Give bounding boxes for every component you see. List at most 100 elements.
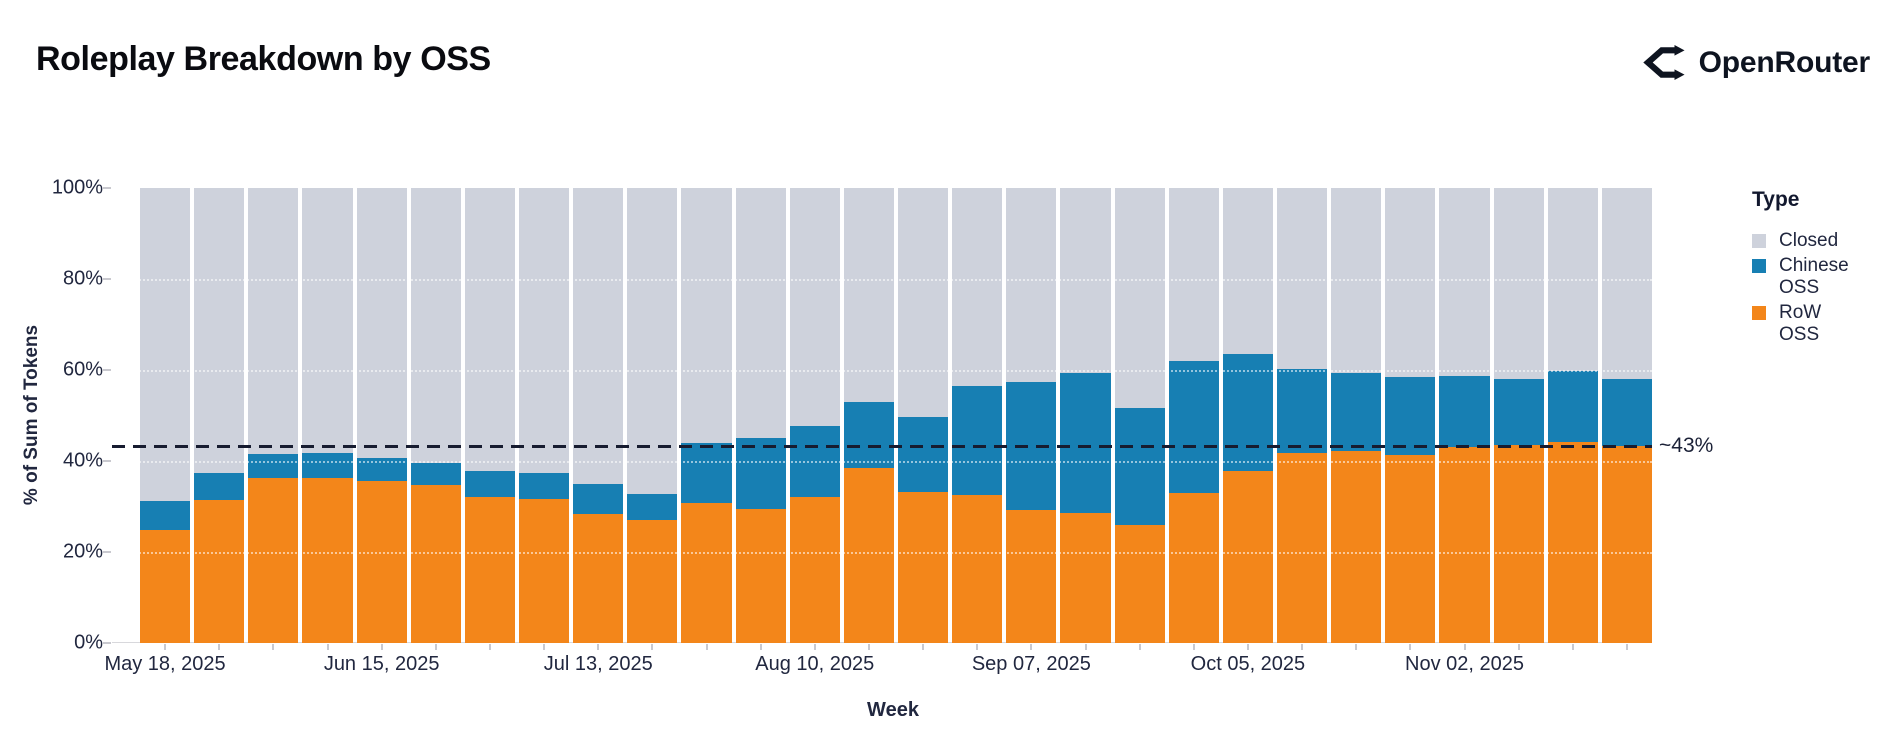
x-tick-label: Aug 10, 2025: [755, 653, 875, 675]
gridline: [112, 552, 1652, 554]
y-tick-mark: [103, 460, 111, 462]
bar-segment-closed: [735, 188, 786, 439]
x-tick-mark: [434, 644, 437, 650]
legend-item-closed: Closed: [1752, 230, 1874, 252]
reference-line-label: ~43%: [1659, 433, 1714, 457]
stacked-bar: [1168, 188, 1219, 643]
x-tick-mark: [218, 644, 221, 650]
legend-item-row-oss: RoW OSS: [1752, 302, 1874, 346]
bar-segment-chinese-oss: [410, 462, 461, 486]
openrouter-logo-icon: [1642, 45, 1685, 80]
legend-title: Type: [1752, 188, 1800, 211]
bar-segment-row-oss: [1331, 450, 1382, 643]
stacked-bar: [248, 188, 299, 643]
bar-segment-chinese-oss: [627, 494, 678, 521]
stacked-bar: [1493, 188, 1544, 643]
stacked-bar: [897, 188, 949, 643]
gridline: [112, 461, 1652, 463]
bar-segment-chinese-oss: [1222, 354, 1273, 472]
bar-segment-closed: [573, 188, 624, 485]
legend-swatch: [1752, 306, 1766, 320]
bar-segment-chinese-oss: [1276, 369, 1328, 454]
stacked-bar: [356, 188, 407, 643]
bar-segment-row-oss: [1006, 510, 1057, 643]
y-tick-mark: [103, 187, 111, 189]
legend-item-chinese-oss: Chinese OSS: [1752, 255, 1874, 299]
x-tick-mark: [867, 644, 870, 650]
bar-segment-closed: [356, 188, 407, 459]
bar-segment-row-oss: [194, 500, 245, 643]
bar-segment-row-oss: [248, 478, 299, 643]
x-tick-mark: [1409, 644, 1412, 650]
bar-segment-row-oss: [1385, 455, 1436, 643]
bar-segment-chinese-oss: [140, 501, 191, 531]
bar-segment-row-oss: [735, 508, 786, 643]
bar-segment-closed: [464, 188, 515, 472]
bar-segment-row-oss: [1168, 493, 1219, 643]
stacked-bar: [952, 188, 1003, 643]
bar-series: [112, 188, 1652, 643]
bar-segment-row-oss: [1601, 445, 1652, 643]
stacked-bar: [1222, 188, 1273, 643]
legend-swatch: [1752, 259, 1766, 273]
bar-segment-closed: [194, 188, 245, 473]
x-tick-mark: [1463, 644, 1466, 650]
bar-segment-chinese-oss: [248, 454, 299, 479]
bar-segment-chinese-oss: [681, 443, 732, 504]
y-tick-mark: [103, 551, 111, 553]
x-tick-mark: [1084, 644, 1087, 650]
x-tick-mark: [976, 644, 979, 650]
gridline: [112, 370, 1652, 372]
x-tick-label: Jun 15, 2025: [323, 653, 440, 675]
legend-label: RoW OSS: [1779, 302, 1822, 345]
bar-segment-chinese-oss: [1439, 375, 1490, 448]
bar-segment-row-oss: [1276, 453, 1328, 643]
stacked-bar: [1006, 188, 1057, 643]
bar-segment-closed: [952, 188, 1003, 386]
x-tick-mark: [488, 644, 491, 650]
bar-segment-row-oss: [1439, 447, 1490, 643]
x-tick-label: Nov 02, 2025: [1405, 653, 1524, 675]
legend-label: Chinese OSS: [1779, 255, 1849, 298]
legend-swatch: [1752, 234, 1766, 248]
bar-segment-row-oss: [518, 499, 570, 643]
stacked-bar: [681, 188, 732, 643]
stacked-bar: [843, 188, 894, 643]
bar-segment-row-oss: [843, 467, 894, 643]
x-tick-mark: [164, 644, 167, 650]
stacked-bar: [1439, 188, 1490, 643]
bar-segment-closed: [1114, 188, 1165, 409]
x-tick-mark: [1301, 644, 1304, 650]
x-tick-mark: [1138, 644, 1141, 650]
bar-segment-row-oss: [1222, 471, 1273, 643]
bar-segment-row-oss: [627, 520, 678, 643]
x-tick-mark: [1246, 644, 1249, 650]
bar-segment-chinese-oss: [1114, 408, 1165, 526]
bar-segment-closed: [1006, 188, 1057, 382]
x-axis-title: Week: [867, 699, 919, 721]
bar-segment-row-oss: [1547, 442, 1598, 643]
bar-segment-chinese-oss: [464, 471, 515, 498]
bar-segment-closed: [1276, 188, 1328, 370]
bar-segment-chinese-oss: [843, 401, 894, 468]
bar-segment-chinese-oss: [1331, 373, 1382, 451]
legend: Type Closed Chinese OSS RoW OSS: [1752, 188, 1874, 349]
bar-segment-chinese-oss: [573, 484, 624, 514]
bar-segment-closed: [140, 188, 191, 502]
x-tick-mark: [922, 644, 925, 650]
stacked-bar: [410, 188, 461, 643]
brand-logo: OpenRouter: [1642, 44, 1870, 81]
y-tick-label: 100%: [51, 176, 103, 199]
bar-segment-chinese-oss: [356, 458, 407, 482]
x-tick-mark: [813, 644, 816, 650]
stacked-bar: [573, 188, 624, 643]
bar-segment-chinese-oss: [1060, 372, 1111, 514]
bar-segment-closed: [1168, 188, 1219, 361]
y-tick-label: 60%: [62, 358, 103, 381]
x-tick-mark: [272, 644, 275, 650]
stacked-bar: [1114, 188, 1165, 643]
bar-segment-chinese-oss: [1601, 379, 1652, 446]
y-axis-title: % of Sum of Tokens: [21, 324, 42, 506]
x-tick-mark: [759, 644, 762, 650]
bar-segment-chinese-oss: [518, 473, 570, 500]
